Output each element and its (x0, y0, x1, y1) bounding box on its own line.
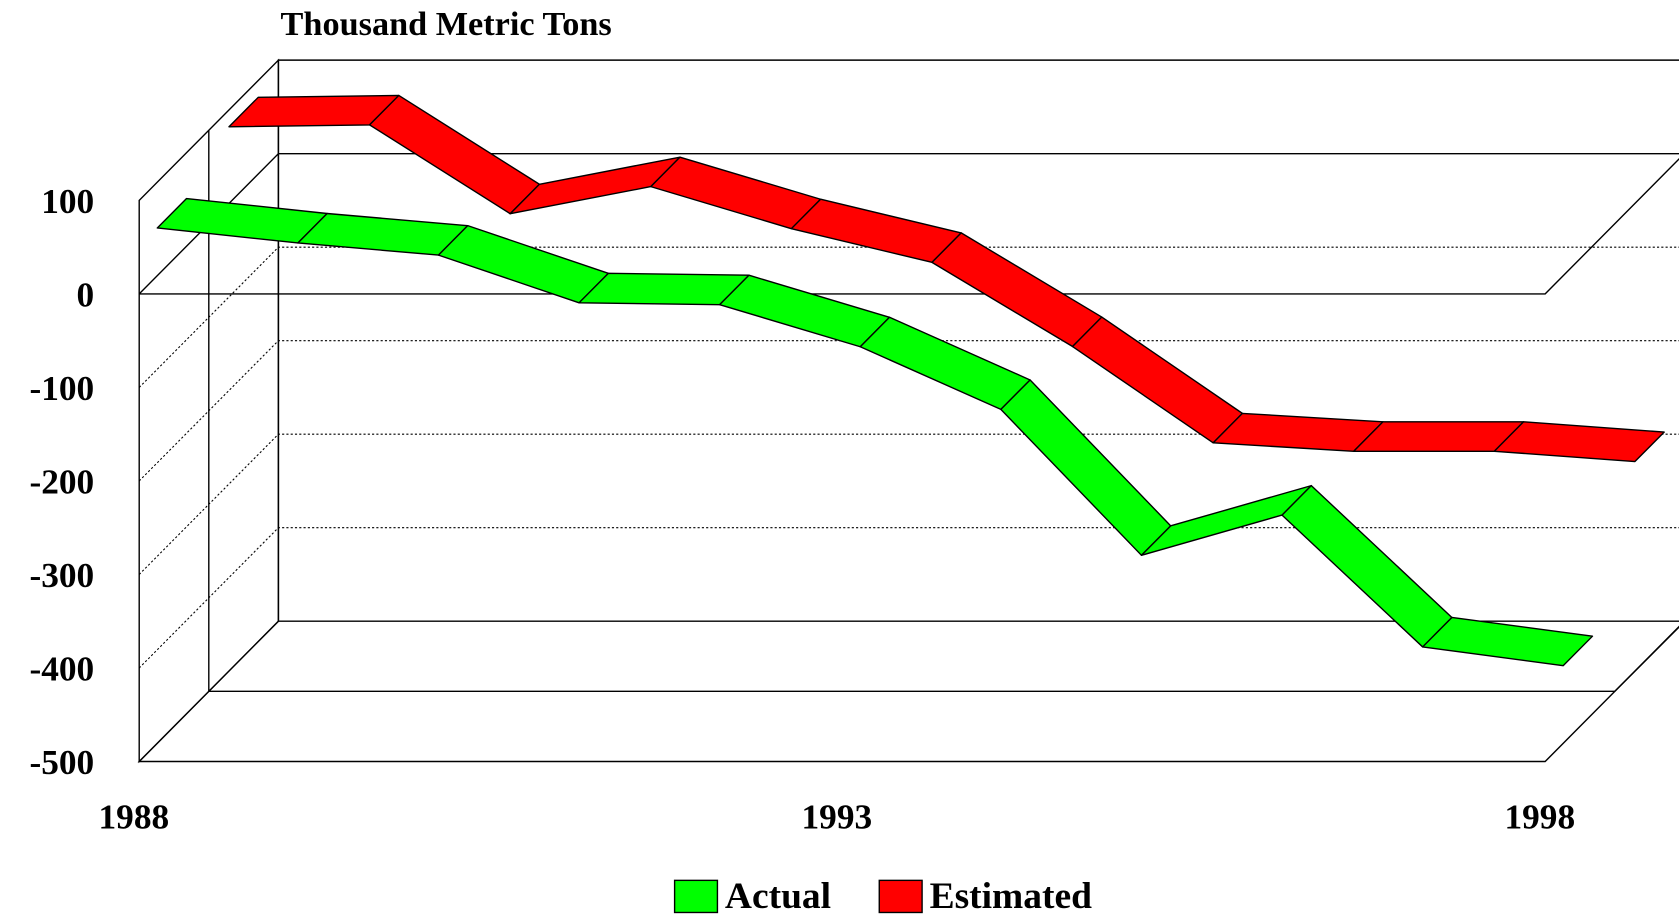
ribbon-segment (1281, 484, 1453, 648)
depth-divider (208, 130, 1679, 693)
x-tick-label: 1993 (801, 798, 872, 837)
y-tick-label: -500 (29, 743, 94, 782)
chart-title: Thousand Metric Tons (281, 5, 612, 43)
grid-line (138, 340, 1679, 482)
y-tick-label: -400 (29, 649, 94, 688)
grid-line (138, 152, 1679, 295)
x-tick-label: 1998 (1504, 798, 1575, 837)
ribbon-segment (437, 224, 610, 304)
ribbon-segment (1000, 379, 1172, 556)
ribbon-segment (718, 274, 891, 348)
ribbon-segment (1493, 421, 1665, 463)
y-tick-label: -300 (29, 556, 94, 595)
legend-label: Actual (725, 876, 831, 917)
legend-label: Estimated (930, 876, 1093, 917)
ribbon-segment (1212, 412, 1384, 452)
y-tick-label: 100 (41, 182, 94, 221)
ribbon-segment (650, 156, 822, 230)
plot (156, 94, 1665, 667)
y-tick-label: -100 (29, 369, 94, 408)
legend: Actual Estimated (673, 876, 1093, 917)
legend-swatch (673, 879, 719, 914)
ribbon-segment (1071, 316, 1244, 444)
y-tick-label: 0 (77, 275, 95, 314)
ribbon-segment (790, 198, 962, 264)
ribbon-segment (368, 94, 541, 215)
ribbon-segment (1140, 484, 1312, 556)
axes-frame (137, 58, 1679, 764)
x-tick-label: 1988 (99, 798, 170, 837)
grid-line (138, 433, 1679, 575)
ribbon-segment (931, 232, 1103, 348)
ribbon-segment (859, 316, 1031, 411)
ribbon-segment (297, 212, 469, 256)
floor (137, 620, 1679, 763)
ribbon-segment (1421, 616, 1594, 667)
legend-swatch (878, 879, 923, 914)
grid-line (138, 246, 1679, 388)
y-tick-label: -200 (29, 462, 94, 501)
ribbon-segment (156, 197, 328, 244)
